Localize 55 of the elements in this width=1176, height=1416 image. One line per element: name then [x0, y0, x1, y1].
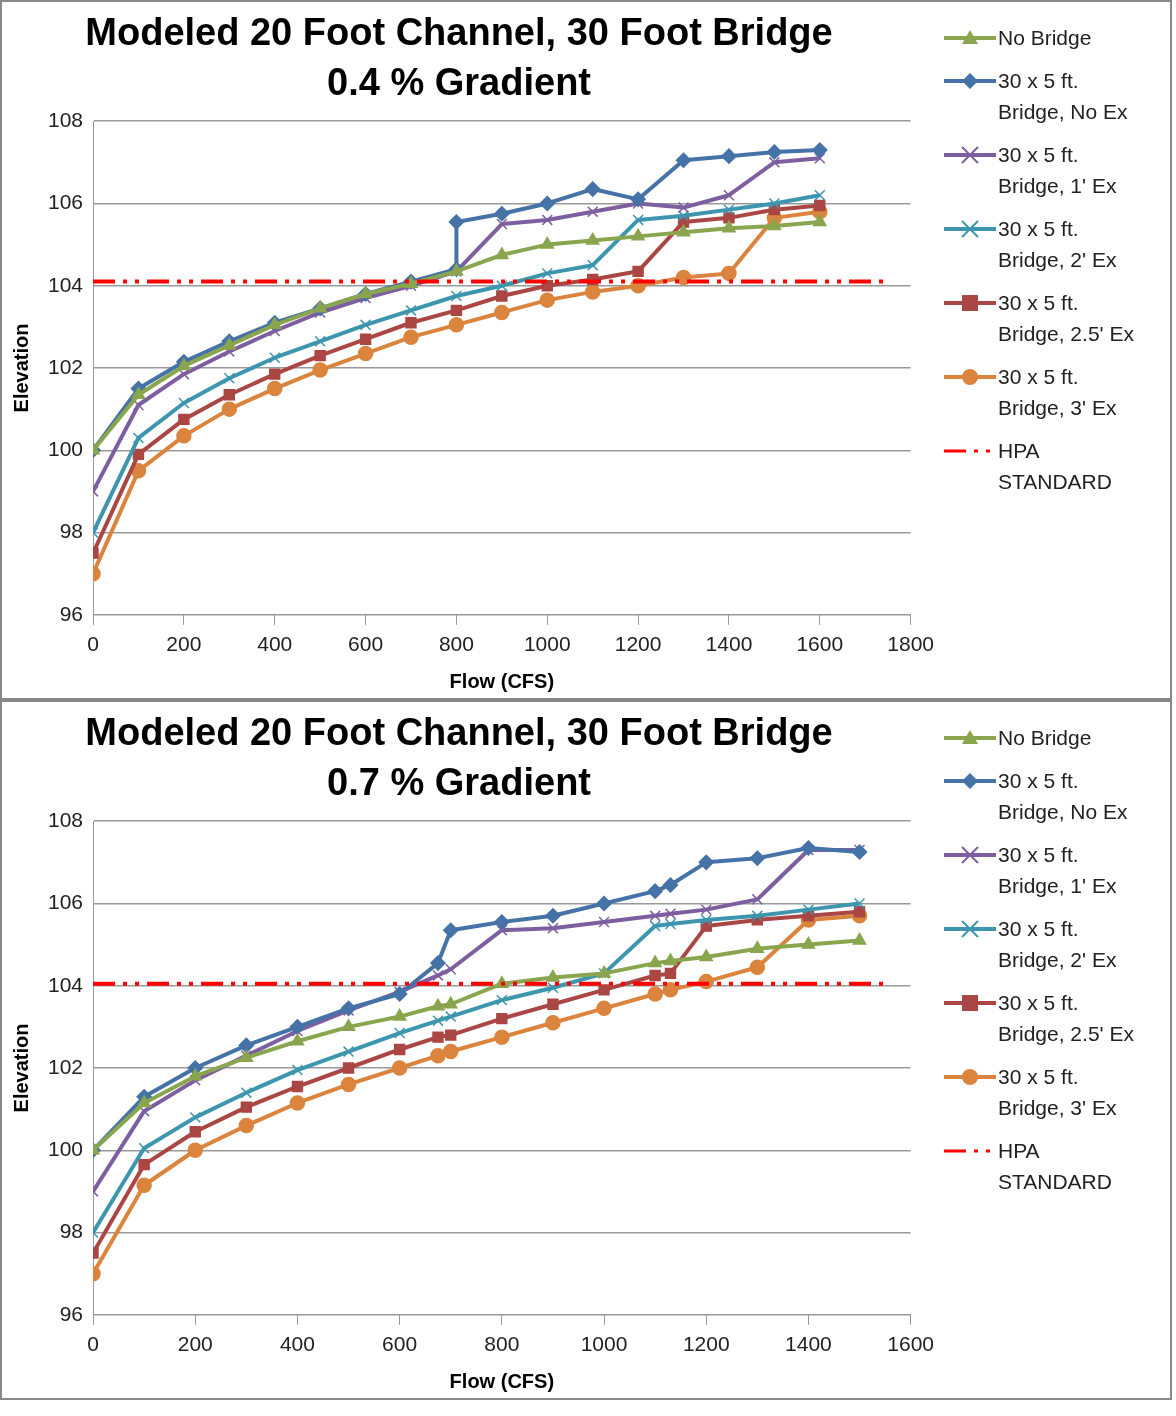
- y-tick-label: 100: [47, 1137, 84, 1161]
- y-axis-title: Elevation: [9, 323, 32, 413]
- y-tick-label: 106: [47, 190, 84, 214]
- legend-label: 30 x 5 ft. Bridge, No Ex: [998, 68, 1129, 125]
- y-tick-label: 102: [47, 354, 84, 378]
- x-tick-label: 1800: [887, 632, 934, 656]
- x-tick-label: 1600: [887, 1332, 934, 1356]
- x-tick-label: 200: [177, 1332, 213, 1356]
- legend-label: 30 x 5 ft. Bridge, 3' Ex: [998, 364, 1118, 421]
- x-tick-label: 1400: [705, 632, 753, 656]
- x-tick-label: 1000: [580, 1332, 628, 1356]
- x-tick-label: 600: [382, 1332, 418, 1356]
- x-tick-label: 800: [438, 632, 474, 656]
- y-tick-label: 100: [47, 437, 84, 461]
- x-tick-label: 1200: [682, 1332, 730, 1356]
- x-tick-label: 1400: [785, 1332, 832, 1356]
- legend-label: 30 x 5 ft. Bridge, 1' Ex: [998, 842, 1118, 899]
- x-tick-label: 400: [257, 632, 293, 656]
- x-tick-label: 800: [484, 1332, 520, 1356]
- chart-subtitle: 0.4 % Gradient: [327, 60, 592, 103]
- legend-label: No Bridge: [998, 725, 1093, 751]
- legend-label: 30 x 5 ft. Bridge, 3' Ex: [998, 1064, 1118, 1121]
- y-tick-label: 104: [47, 272, 84, 296]
- legend-label: 30 x 5 ft. Bridge, 2' Ex: [998, 216, 1118, 273]
- chart-title: Modeled 20 Foot Channel, 30 Foot Bridge: [85, 11, 833, 54]
- legend-label: 30 x 5 ft. Bridge, 1' Ex: [998, 142, 1118, 199]
- legend-label: 30 x 5 ft. Bridge, 2' Ex: [998, 916, 1118, 973]
- y-tick-label: 96: [59, 1301, 84, 1325]
- y-tick-label: 108: [47, 808, 84, 831]
- legend-label: HPA STANDARD: [998, 438, 1113, 495]
- x-axis-title: Flow (CFS): [449, 1369, 555, 1392]
- x-tick-label: 0: [87, 1332, 99, 1356]
- chart-title: Modeled 20 Foot Channel, 30 Foot Bridge: [85, 711, 833, 754]
- legend-label: 30 x 5 ft. Bridge, 2.5' Ex: [998, 290, 1135, 347]
- chart-subtitle: 0.7 % Gradient: [327, 760, 592, 803]
- y-tick-label: 108: [47, 108, 84, 131]
- y-tick-label: 102: [47, 1054, 84, 1078]
- legend-label: 30 x 5 ft. Bridge, 2.5' Ex: [998, 990, 1135, 1047]
- legend-label: HPA STANDARD: [998, 1138, 1113, 1195]
- x-tick-label: 400: [279, 1332, 315, 1356]
- x-tick-label: 600: [348, 632, 384, 656]
- x-tick-label: 1000: [523, 632, 571, 656]
- y-tick-label: 104: [47, 972, 84, 996]
- y-tick-label: 106: [47, 890, 84, 914]
- y-tick-label: 98: [59, 519, 84, 543]
- legend-label: 30 x 5 ft. Bridge, No Ex: [998, 768, 1129, 825]
- y-tick-label: 96: [59, 601, 84, 625]
- x-tick-label: 1600: [796, 632, 844, 656]
- x-tick-label: 200: [166, 632, 202, 656]
- y-tick-label: 98: [59, 1219, 84, 1243]
- x-tick-label: 1200: [614, 632, 662, 656]
- x-axis-title: Flow (CFS): [449, 669, 555, 692]
- legend-label: No Bridge: [998, 25, 1093, 51]
- y-axis-title: Elevation: [9, 1023, 32, 1113]
- x-tick-label: 0: [87, 632, 99, 656]
